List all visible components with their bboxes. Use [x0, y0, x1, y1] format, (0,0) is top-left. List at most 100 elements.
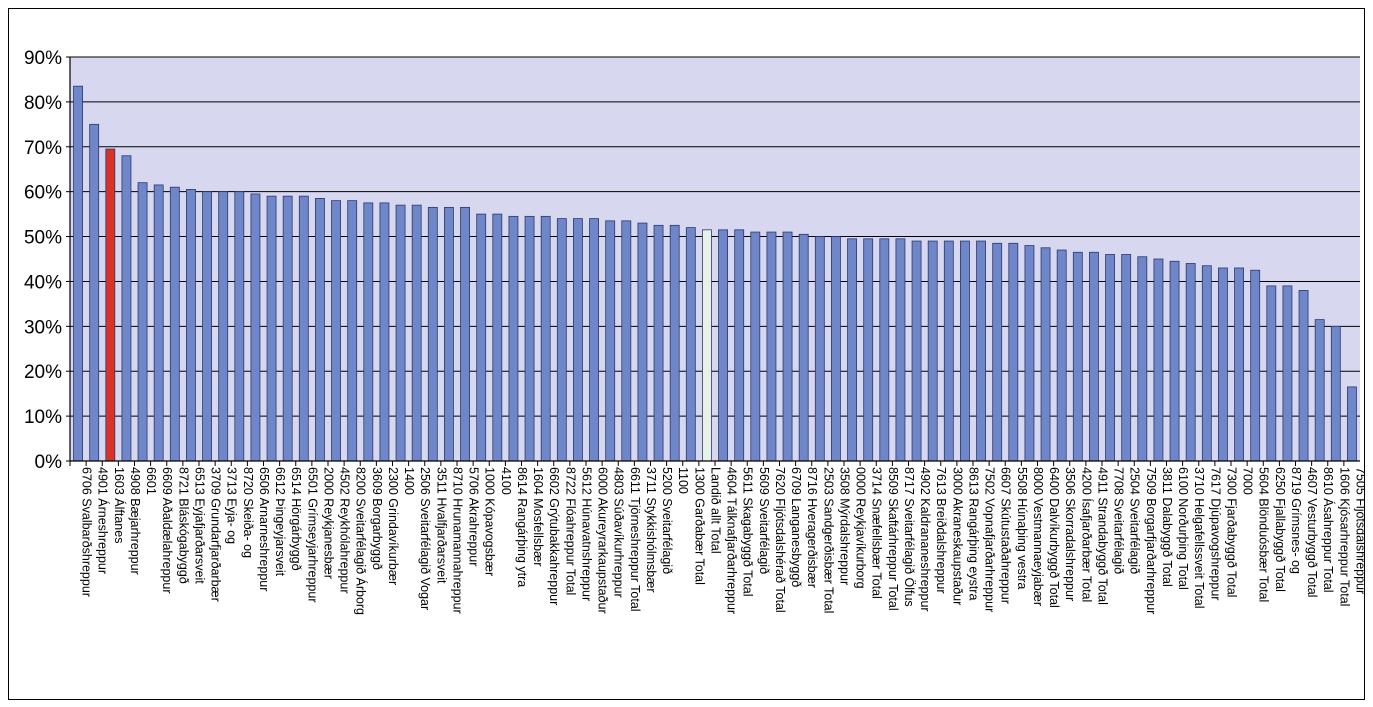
x-tick-label: 0000 Reykjavíkurborg — [854, 467, 868, 589]
x-tick-label: 7502 Vopnafjarðarhreppur — [983, 467, 997, 612]
x-tick-label: 4908 Bæjarhreppur — [128, 467, 142, 575]
bar-chart: 0% 10% 20% 30% 40% 50% 60% 70% 80% 90% 6706 Svalb… — [24, 48, 1364, 615]
x-tick-label: 6514 Hörgárbyggð — [289, 467, 303, 571]
x-tick-label: 1400 — [402, 467, 416, 495]
bar — [298, 195, 309, 462]
bar — [524, 215, 535, 462]
bar — [1314, 319, 1325, 462]
x-tick-label: 2300 Grindavíkurbær — [386, 467, 400, 585]
x-tick-label: 2504 Sveitarfélagið — [1128, 467, 1142, 574]
bar — [798, 233, 809, 462]
bar — [637, 222, 648, 462]
bar — [718, 229, 728, 462]
bar — [863, 238, 874, 462]
chart-frame: 0% 10% 20% 30% 40% 50% 60% 70% 80% 90% 6706 Svalb… — [8, 8, 1365, 700]
bar — [186, 189, 196, 462]
x-tick-label: 8200 Sveitarfélagið Árborg — [354, 467, 369, 615]
x-tick-label: 8717 Sveitarfélagið Ölfus — [902, 467, 916, 607]
x-tick-label: 8614 Rangárþing ytra — [515, 467, 529, 587]
bar — [315, 197, 325, 462]
x-tick-label: 8719 Grímsnes- og — [1289, 467, 1303, 574]
bar — [1056, 249, 1067, 462]
bar — [556, 218, 567, 462]
x-tick-label: 5508 Húnaþing vestra — [1015, 467, 1029, 589]
x-tick-label: 6400 Dalvíkurbyggð Total — [1047, 467, 1061, 608]
y-tick-label: 30% — [24, 317, 62, 338]
x-tick-label: 8722 Flóahreppur Total — [563, 467, 577, 595]
bar — [427, 206, 438, 462]
bar — [202, 191, 212, 462]
x-tick-label: 6612 Þingeyjarsveit — [273, 467, 287, 577]
bar — [266, 195, 277, 462]
bar — [1282, 285, 1293, 462]
x-tick-label: 6000 Akureyrarkaupstaður — [596, 467, 610, 614]
bar — [379, 202, 390, 462]
x-tick-label: 8613 Rangárþing eystra — [966, 467, 980, 600]
bar — [476, 213, 487, 462]
x-tick-label: 6706 Svalbarðshreppur — [80, 467, 94, 597]
x-tick-label: 6501 Grímseyjarhreppur — [305, 467, 319, 602]
bar — [1169, 260, 1180, 462]
bar — [347, 200, 358, 462]
x-tick-label: 5609 Sveitarfélagið — [757, 467, 771, 574]
bar — [444, 206, 454, 462]
x-tick-label: 7000 — [1241, 467, 1255, 495]
x-tick-label: 3609 Borgarbyggð — [370, 467, 384, 570]
bar — [1347, 386, 1357, 462]
bar — [573, 218, 583, 462]
bar — [831, 236, 841, 462]
bar — [911, 240, 922, 462]
bar — [250, 193, 261, 462]
bar — [153, 184, 164, 462]
x-tick-label: 7509 Borgarfjarðarhreppur — [1144, 467, 1158, 614]
plot-area — [70, 57, 1360, 461]
x-tick-label: 7620 Fljótsdalshérað Total — [773, 467, 787, 613]
x-tick-label: 4502 Reykhólahreppur — [338, 467, 352, 593]
x-tick-label: 6601 — [144, 467, 158, 495]
bar — [1201, 265, 1212, 462]
x-tick-label: 7300 Fjarðabyggð Total — [1224, 467, 1238, 597]
x-tick-label: 5612 Húnavatnshreppur — [579, 467, 593, 601]
axes — [69, 57, 1360, 462]
bar — [927, 240, 938, 462]
bar — [363, 202, 374, 462]
x-tick-label: 6506 Arnarneshreppur — [257, 467, 271, 591]
x-tick-label: 6100 Norðurþing Total — [1176, 467, 1190, 590]
y-tick-label: 80% — [24, 93, 62, 114]
x-tick-label: 8716 Hveragerðisbær — [805, 467, 819, 588]
bar — [702, 229, 712, 462]
x-tick-label: 5611 Skagabyggð Total — [741, 467, 755, 597]
x-tick-label: 7613 Breiðdalshreppur — [934, 467, 948, 593]
bars — [73, 85, 1357, 462]
x-tick-label: 3709 Grundarfjarðarbær — [209, 467, 223, 602]
bar — [282, 195, 293, 462]
bar — [1266, 285, 1277, 462]
x-tick-label: 8509 Skaftárhreppur Total — [886, 467, 900, 611]
bar — [73, 85, 83, 462]
bar — [1330, 325, 1341, 462]
bar — [1121, 254, 1132, 462]
bar — [411, 204, 422, 462]
x-tick-labels: 6706 Svalbarðshreppur 4901 Árneshreppur 16… — [80, 467, 1364, 615]
bar — [589, 218, 599, 462]
x-tick-label: 1603 Álftanes — [112, 467, 127, 543]
bar — [1024, 245, 1035, 462]
bar — [331, 200, 341, 462]
bar — [89, 123, 100, 462]
x-tick-label: 6609 Aðaldælahreppur — [160, 467, 174, 594]
bar — [895, 238, 906, 462]
bar — [1218, 267, 1228, 462]
x-tick-label: 2503 Sandgerðisbær Total — [821, 467, 835, 613]
bar — [685, 227, 696, 462]
y-tick-label: 40% — [24, 272, 62, 293]
y-tick-label: 60% — [24, 183, 62, 204]
bar — [621, 220, 632, 462]
x-tick-label: 2506 Sveitarfélagið Vogar — [418, 467, 432, 610]
bar — [653, 224, 664, 462]
bar — [105, 148, 116, 462]
bar — [1089, 251, 1099, 462]
bar — [1040, 247, 1051, 462]
bar — [508, 215, 519, 462]
bar — [137, 182, 148, 462]
bar — [121, 155, 132, 462]
